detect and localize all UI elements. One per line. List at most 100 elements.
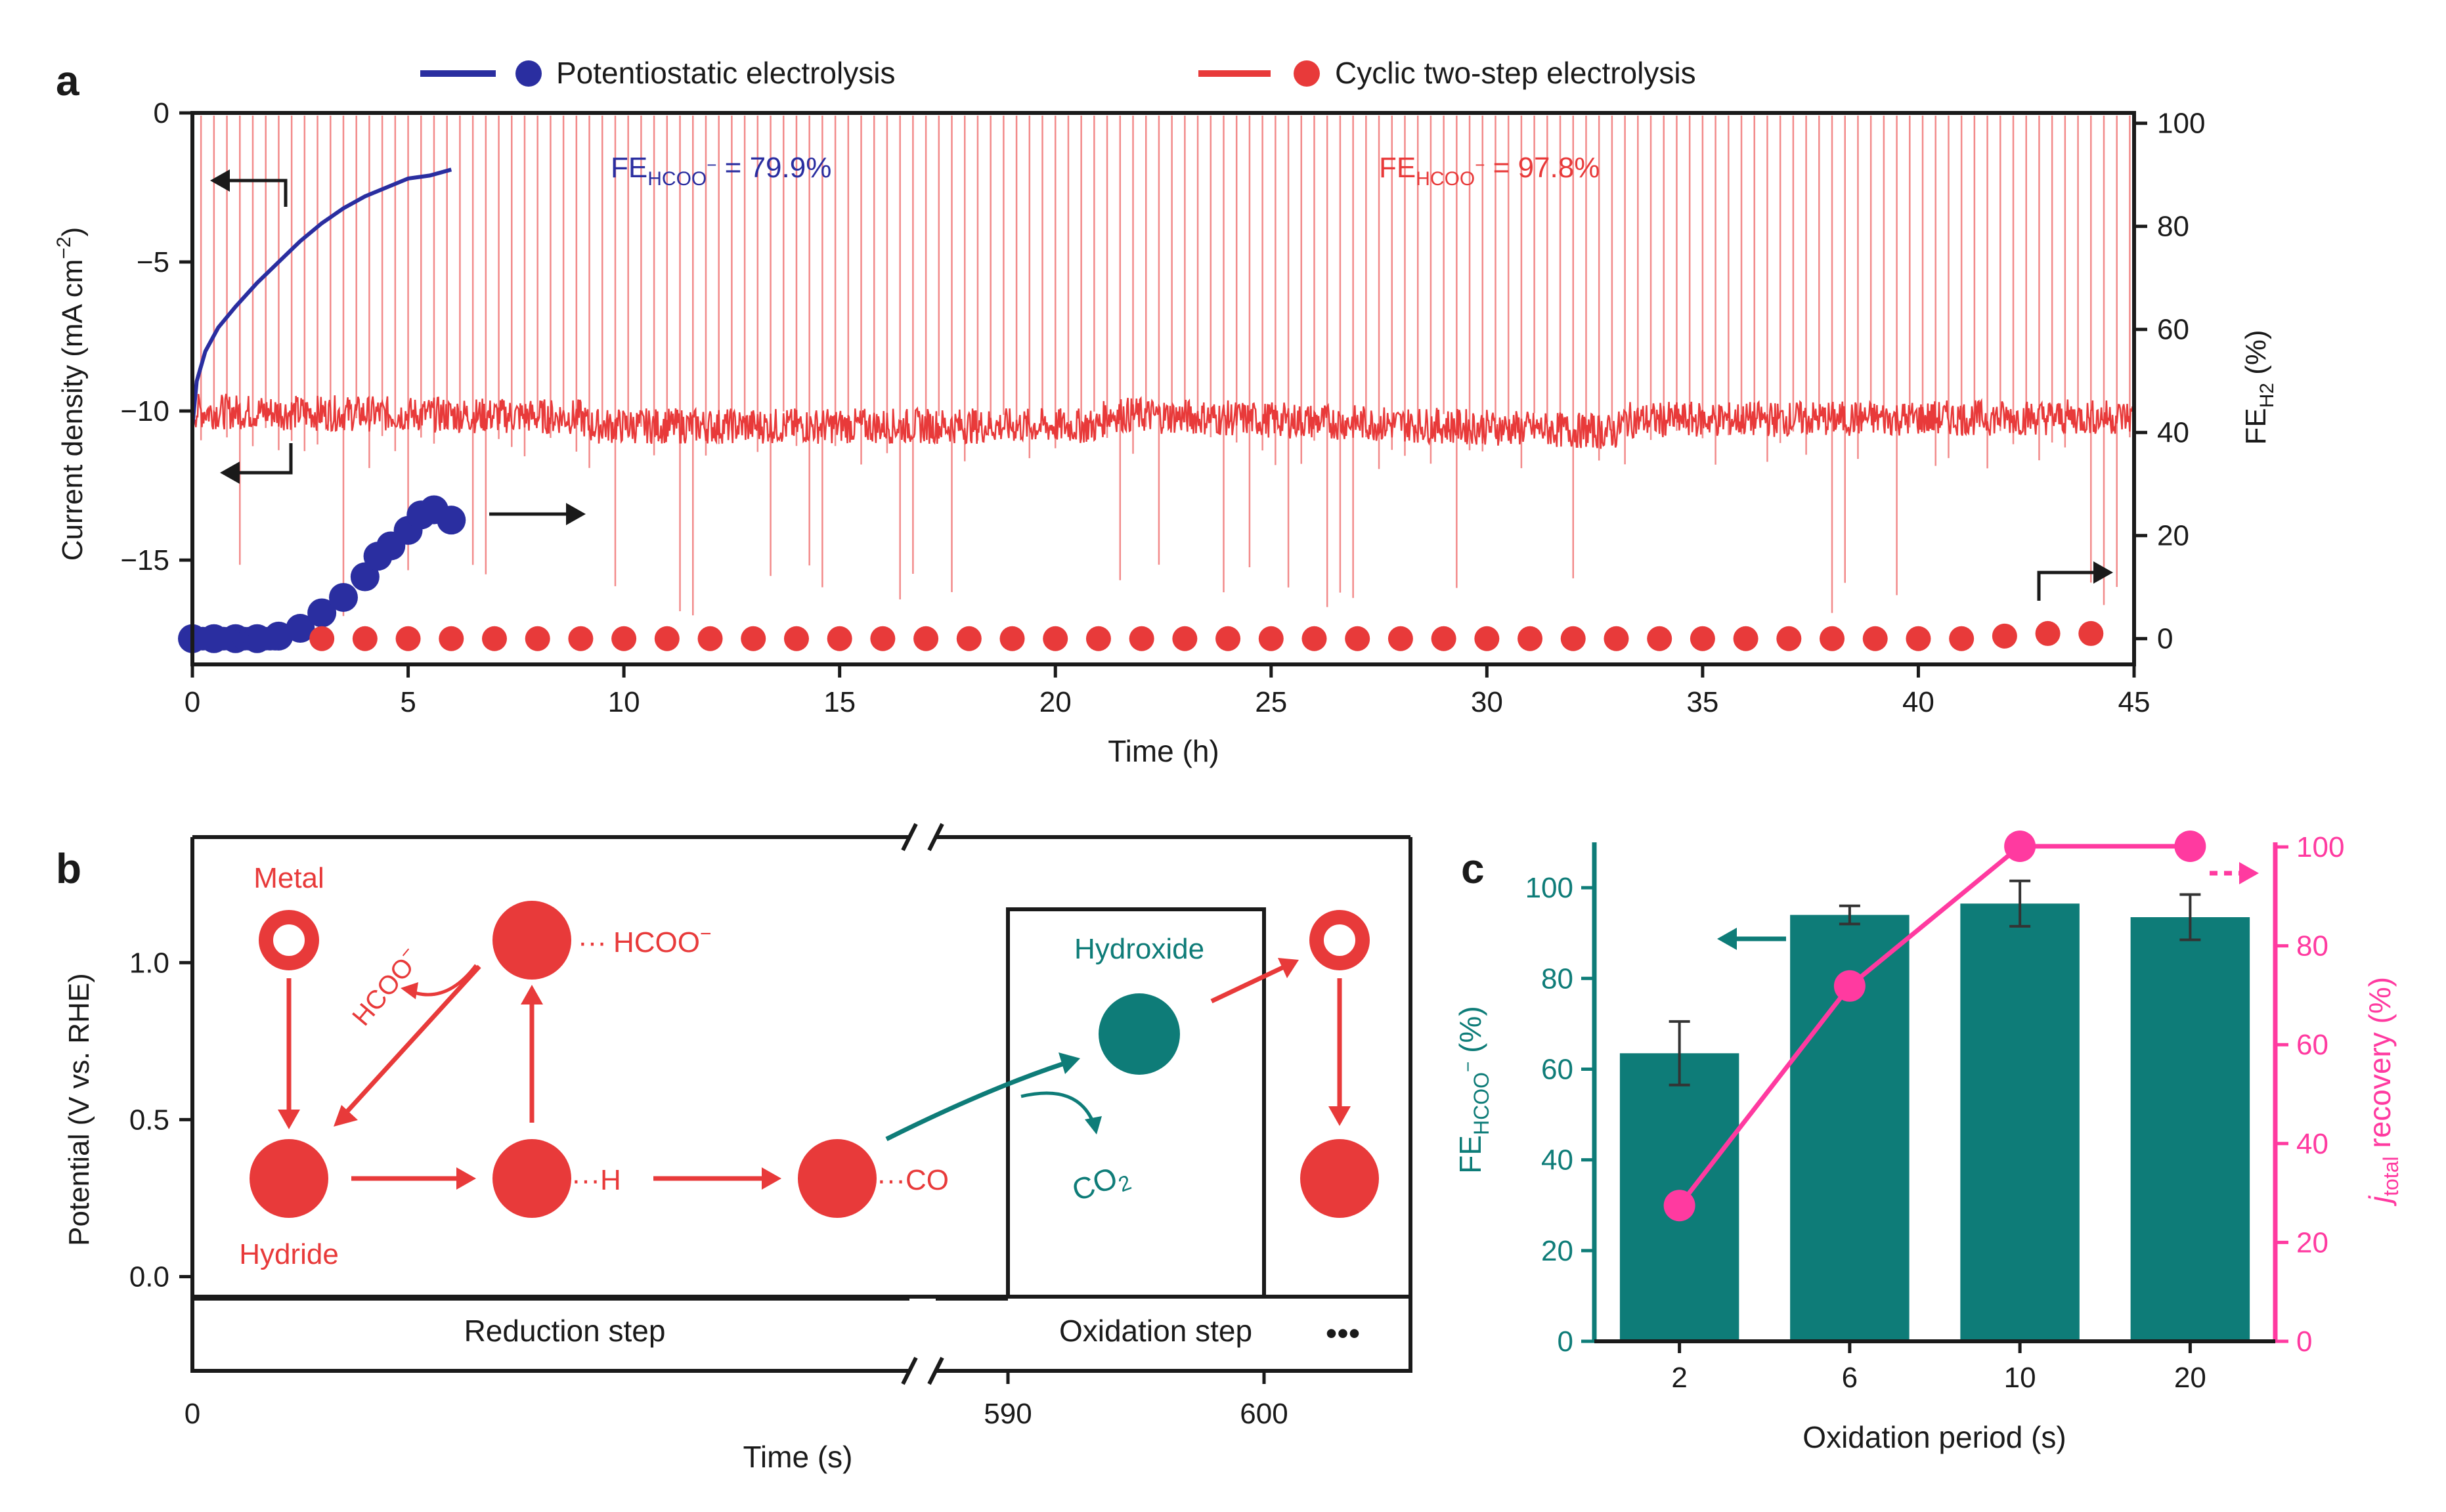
cyclic-current-trace [191, 393, 2134, 449]
y-right-tick-label: 60 [2296, 1029, 2328, 1061]
cyclic-fe-point [1387, 626, 1413, 651]
cyclic-fe-point [2078, 620, 2104, 646]
x-tick-label: 35 [1686, 686, 1718, 718]
cyclic-fe-point [956, 626, 982, 651]
cyclic-fe-point [481, 626, 507, 651]
x-tick-label: 6 [1842, 1362, 1858, 1394]
cyclic-fe-point [1949, 626, 1975, 651]
x-tick-label-0: 0 [185, 1398, 200, 1430]
cyclic-fe-point [1992, 623, 2017, 649]
cyclic-fe-point [525, 626, 550, 651]
potentiostatic-fe-point [437, 506, 466, 535]
chart-c-ylabel-right: jtotal recovery (%) [2363, 977, 2403, 1207]
cyclic-fe-point [352, 626, 378, 651]
cyclic-fe-point [611, 626, 637, 651]
y-tick-label: 0.0 [129, 1261, 169, 1293]
x-tick-label: 2 [1671, 1362, 1687, 1394]
cyclic-fe-point [1215, 626, 1241, 651]
potentiostatic-fe-point [286, 614, 315, 643]
chart-c-ylabel-left: FEHCOO− (%) [1453, 1006, 1493, 1173]
fe-hcoo-error-bars [1669, 879, 2201, 1087]
panel-label-a: a [56, 57, 79, 104]
x-tick-label: 10 [608, 686, 640, 718]
fe-annotation-potentiostatic: FEHCOO− = 79.9% [611, 152, 831, 190]
cyclic-fe-point [395, 626, 421, 651]
y-left-tick-label: 100 [1525, 872, 1573, 904]
cyclic-fe-point [1474, 626, 1500, 651]
arrowhead-right-mid [566, 503, 586, 525]
panel-b-frame [190, 837, 1412, 1373]
y-left-tick-label: 0 [1558, 1326, 1573, 1358]
cyclic-fe-point [1776, 626, 1802, 651]
arrow-right-lower [2037, 571, 2101, 601]
cyclic-fe-point [741, 626, 766, 651]
cyclic-fe-point [783, 626, 809, 651]
co-node [798, 1139, 877, 1218]
cyclic-fe-point [870, 626, 896, 651]
x-tick-label: 40 [1902, 686, 1934, 718]
cyclic-fe-point [1301, 626, 1327, 651]
hydroxide-node [1099, 993, 1180, 1075]
y-left-tick-label: 80 [1541, 962, 1573, 995]
chart-a-plot: 0 5 10 15 20 25 30 35 40 450−5−10−15020406080100 … [53, 97, 2278, 768]
y-right-tick-label: 0 [2296, 1326, 2312, 1358]
chart-c-xlabel: Oxidation period (s) [1802, 1420, 2066, 1454]
j-total-recovery-points [1663, 831, 2206, 1222]
potential-waveform [192, 907, 1410, 1299]
cyclic-fe-point [2035, 620, 2061, 646]
x-tick-label: 20 [1039, 686, 1072, 718]
reduction-step-label: Reduction step [464, 1314, 666, 1348]
hydride-label: Hydride [239, 1238, 339, 1270]
arrowhead-left-upper [210, 169, 230, 192]
cyclic-fe-point [1647, 626, 1672, 651]
cyclic-fe-point [913, 626, 939, 651]
legend-label-cyclic: Cyclic two-step electrolysis [1335, 56, 1696, 90]
hydride-node-final [1300, 1139, 1379, 1218]
panel-b-ticks: 0.0 0.5 1.0 [129, 947, 192, 1293]
cyclic-fe-point [827, 626, 852, 651]
cyclic-fe-point [568, 626, 594, 651]
recovery-point [1833, 970, 1866, 1002]
more-steps-dots: ••• [1326, 1315, 1361, 1352]
x-tick-label-590: 590 [984, 1398, 1032, 1430]
co2-release-arrowhead [1085, 1116, 1102, 1134]
x-tick-label: 10 [2004, 1362, 2036, 1394]
cyclic-fe-point [1431, 626, 1456, 651]
arrowhead-left-teal [1717, 928, 1737, 950]
cyclic-fe-point [1560, 626, 1586, 651]
j-total-recovery-line [1677, 844, 2191, 1207]
x-tick-label: 0 [185, 686, 200, 718]
y-right-tick-label: 100 [2157, 108, 2205, 140]
panel-label-b: b [56, 845, 81, 892]
x-tick-label: 45 [2118, 686, 2151, 718]
cyclic-fe-point [1345, 626, 1370, 651]
cyclic-fe-point [1085, 626, 1111, 651]
axis-break-bottom [901, 1356, 944, 1385]
metal-node-regenerated [1309, 910, 1370, 970]
legend-marker-red [1294, 60, 1320, 87]
x-tick-label: 30 [1471, 686, 1503, 718]
co-oxidation-arrowhead [1059, 1052, 1080, 1074]
chart-a-xlabel: Time (h) [1108, 734, 1219, 768]
x-tick-label: 15 [823, 686, 856, 718]
panel-b-diagram: 0.0 0.5 1.0 Metal Hydride ··· HCOO− ···H ··… [63, 823, 1412, 1474]
recovery-point [2004, 831, 2036, 862]
cyclic-current-spikes [200, 116, 2131, 616]
arrowhead-left-lower [220, 462, 240, 484]
arrow-left-lower [230, 443, 293, 475]
legend: Potentiostatic electrolysis Cyclic two-s… [420, 56, 1696, 90]
legend-marker-blue [515, 60, 542, 87]
y-right-tick-label: 80 [2157, 211, 2189, 243]
co2-release-arrow [1020, 1091, 1095, 1123]
x-tick-label: 20 [2174, 1362, 2206, 1394]
x-tick-label-600: 600 [1240, 1398, 1288, 1430]
potentiostatic-fe-point [307, 598, 337, 628]
cyclic-fe-point [1820, 626, 1845, 651]
hcoo-release-arrowhead [401, 982, 418, 999]
panel-label-c: c [1461, 845, 1485, 892]
cyclic-fe-point [1518, 626, 1543, 651]
hcoo-release-arrow [410, 964, 477, 997]
co2-label: CO2 [1068, 1156, 1135, 1212]
h-label: ···H [571, 1164, 621, 1196]
y-right-tick-label: 0 [2157, 623, 2173, 655]
